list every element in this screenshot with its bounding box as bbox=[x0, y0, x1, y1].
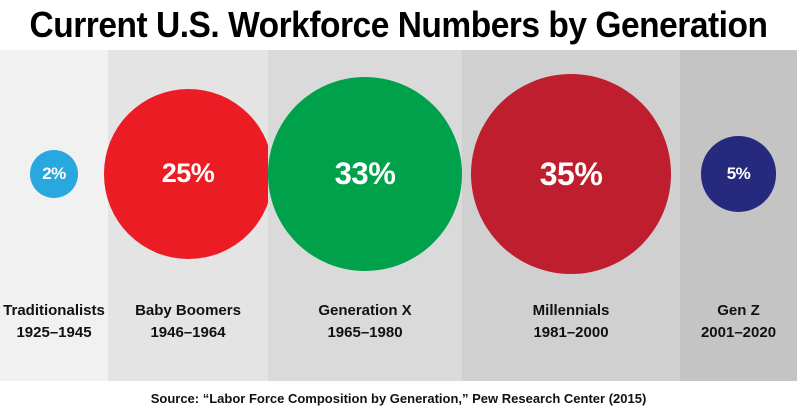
band-generation-x: 33% Generation X 1965–1980 bbox=[267, 50, 463, 381]
band-gen-z: 5% Gen Z 2001–2020 bbox=[680, 50, 797, 381]
category-label-gen-z: Gen Z 2001–2020 bbox=[680, 300, 797, 344]
band-traditionalists: 2% Traditionalists 1925–1945 bbox=[0, 50, 108, 381]
band-millennials: 35% Millennials 1981–2000 bbox=[462, 50, 680, 381]
bubble-gen-z: 5% bbox=[700, 136, 777, 212]
category-label-millennials: Millennials 1981–2000 bbox=[462, 300, 680, 344]
category-years: 1925–1945 bbox=[16, 324, 92, 341]
chart-source: Source: “Labor Force Composition by Gene… bbox=[150, 390, 647, 406]
bubble-traditionalists: 2% bbox=[30, 150, 78, 198]
bubble-value-label: 5% bbox=[726, 163, 751, 183]
bubble-baby-boomers: 25% bbox=[103, 89, 273, 259]
bubble-value-label: 35% bbox=[539, 155, 603, 192]
category-years: 1965–1980 bbox=[327, 324, 403, 341]
category-name: Baby Boomers bbox=[135, 302, 241, 319]
category-years: 2001–2020 bbox=[700, 324, 777, 341]
bubble-millennials: 35% bbox=[471, 74, 671, 274]
bubble-value-label: 33% bbox=[334, 155, 396, 191]
category-label-traditionalists: Traditionalists 1925–1945 bbox=[0, 300, 108, 344]
category-years: 1981–2000 bbox=[533, 324, 609, 341]
category-name: Gen Z bbox=[717, 302, 760, 319]
bubble-generation-x: 33% bbox=[267, 76, 463, 272]
chart-plot-area: 2% Traditionalists 1925–1945 25% Baby Boomer… bbox=[0, 50, 797, 381]
category-name: Millennials bbox=[532, 302, 610, 319]
category-label-generation-x: Generation X 1965–1980 bbox=[268, 300, 462, 344]
category-label-baby-boomers: Baby Boomers 1946–1964 bbox=[108, 300, 268, 344]
bubble-value-label: 2% bbox=[42, 163, 66, 183]
category-name: Traditionalists bbox=[3, 302, 105, 319]
band-baby-boomers: 25% Baby Boomers 1946–1964 bbox=[103, 50, 273, 381]
chart-title: Current U.S. Workforce Numbers by Genera… bbox=[29, 4, 768, 45]
bubble-value-label: 25% bbox=[161, 158, 215, 189]
category-name: Generation X bbox=[318, 302, 412, 319]
category-years: 1946–1964 bbox=[150, 324, 226, 341]
